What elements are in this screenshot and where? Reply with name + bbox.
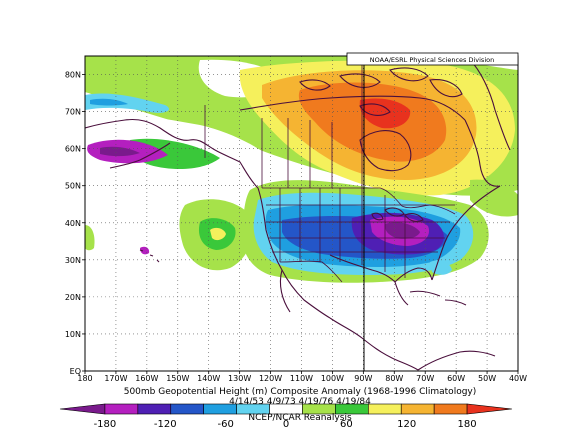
colorbar-label: -180 — [94, 419, 117, 430]
longitude-label: 180 — [77, 374, 92, 383]
latitude-labels: 80N 70N 60N 50N 40N 30N 20N 10N EQ — [65, 71, 85, 376]
colorbar-label: 120 — [397, 419, 416, 430]
colorbar-swatch — [170, 403, 204, 415]
latitude-label: 40N — [65, 219, 81, 228]
colorbar-swatch — [433, 403, 468, 415]
colorbar-label: -60 — [217, 419, 233, 430]
latitude-label: 60N — [65, 145, 81, 154]
figure-source: NCEP/NCAR Reanalysis — [248, 413, 352, 423]
figure-title: 500mb Geopotential Height (m) Composite … — [124, 387, 477, 397]
anomaly-shading — [85, 56, 518, 371]
longitude-label: 170W — [104, 374, 127, 383]
colorbar-label: 60 — [340, 419, 353, 430]
graticule — [85, 56, 518, 371]
latitude-label: 80N — [65, 71, 81, 80]
longitude-label: 40W — [509, 374, 527, 383]
colorbar — [59, 403, 513, 415]
credit-box — [346, 52, 519, 66]
longitude-label: 100W — [321, 374, 344, 383]
colorbar-label: -120 — [154, 419, 177, 430]
colorbar-label: 180 — [458, 419, 477, 430]
longitude-label: 110W — [290, 374, 313, 383]
latitude-label: 20N — [65, 293, 81, 302]
figure-dates: 4/14/53 4/9/73 4/19/76 4/19/84 — [229, 397, 371, 407]
longitude-labels: 180 170W 160W 150W 140W 130W 120W 110W 100W 90W 80… — [77, 371, 527, 383]
colorbar-swatch — [203, 403, 237, 415]
coastlines — [85, 59, 511, 371]
longitude-label: 90W — [354, 374, 372, 383]
latitude-label: EQ — [70, 367, 81, 376]
longitude-label: 120W — [259, 374, 282, 383]
colorbar-swatch — [368, 403, 402, 415]
colorbar-swatch — [466, 403, 513, 415]
longitude-label: 140W — [197, 374, 220, 383]
credit-label: NOAA/ESRL Physical Sciences Division — [370, 56, 494, 64]
latitude-label: 10N — [65, 330, 81, 339]
longitude-label: 60W — [447, 374, 465, 383]
longitude-label: 70W — [416, 374, 434, 383]
latitude-label: 50N — [65, 182, 81, 191]
colorbar-label: 0 — [283, 419, 289, 430]
longitude-label: 80W — [385, 374, 403, 383]
colorbar-swatch — [59, 403, 106, 415]
borders — [204, 60, 456, 283]
colorbar-swatch — [137, 403, 172, 415]
colorbar-swatch — [400, 403, 435, 415]
longitude-label: 50W — [478, 374, 496, 383]
longitude-label: 160W — [135, 374, 158, 383]
colorbar-swatch — [104, 403, 139, 415]
longitude-label: 130W — [228, 374, 251, 383]
longitude-label: 150W — [166, 374, 189, 383]
latitude-label: 70N — [65, 108, 81, 117]
latitude-label: 30N — [65, 256, 81, 265]
colorbar-labels: -180 -120 -60 0 60 120 180 — [94, 419, 477, 430]
